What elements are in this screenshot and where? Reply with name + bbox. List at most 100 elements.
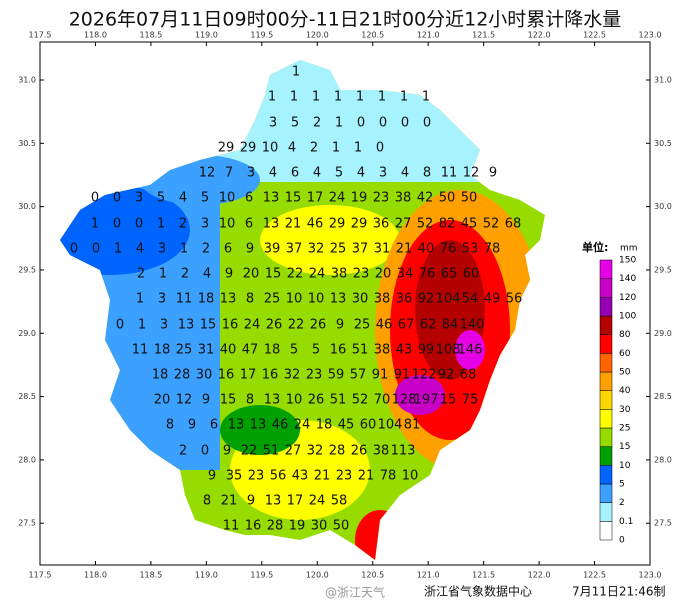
station-value: 15 [200, 318, 217, 333]
station-value: 12 [463, 166, 480, 181]
station-value: 21 [285, 217, 302, 232]
station-value: 78 [484, 242, 501, 257]
station-value: 8 [203, 494, 211, 509]
x-tick-label: 123.0 [639, 571, 662, 580]
station-value: 104 [378, 418, 403, 433]
station-value: 13 [263, 217, 280, 232]
station-value: 52 [417, 217, 434, 232]
station-value: 12 [199, 166, 216, 181]
x-tick-label: 120.0 [306, 571, 329, 580]
station-value: 0 [379, 116, 387, 131]
station-value: 42 [417, 191, 434, 206]
station-value: 6 [291, 166, 299, 181]
station-value: 17 [240, 368, 257, 383]
station-value: 59 [328, 368, 345, 383]
station-value: 3 [135, 191, 143, 206]
station-value: 0 [376, 141, 384, 156]
station-value: 16 [262, 368, 279, 383]
station-value: 15 [265, 267, 282, 282]
station-value: 5 [291, 116, 299, 131]
station-value: 68 [505, 217, 522, 232]
legend-swatch [599, 446, 613, 466]
legend-label: 0 [619, 536, 625, 546]
x-tick-label: 119.5 [250, 571, 273, 580]
station-value: 29 [240, 141, 257, 156]
station-value: 30 [311, 519, 328, 534]
station-value: 21 [221, 494, 238, 509]
station-value: 4 [203, 267, 211, 282]
station-value: 45 [338, 418, 355, 433]
station-value: 21 [396, 242, 413, 257]
station-value: 128 [392, 393, 417, 408]
station-value: 51 [330, 393, 347, 408]
station-value: 26 [351, 444, 368, 459]
station-value: 16 [330, 343, 347, 358]
station-value: 25 [176, 343, 193, 358]
y-tick-label: 28.0 [654, 455, 672, 464]
station-value: 26 [308, 393, 325, 408]
station-value: 5 [312, 343, 320, 358]
x-tick-label: 122.5 [583, 571, 606, 580]
legend-swatch [599, 315, 613, 335]
station-value: 70 [374, 393, 391, 408]
station-value: 23 [248, 469, 265, 484]
station-value: 9 [489, 166, 497, 181]
station-value: 28 [174, 368, 191, 383]
legend-swatch [599, 409, 613, 429]
station-value: 4 [288, 141, 296, 156]
station-value: 3 [158, 292, 166, 307]
legend-unit: mm [620, 244, 638, 254]
y-tick-label: 29.0 [654, 329, 672, 338]
station-value: 5 [157, 191, 165, 206]
station-value: 8 [423, 166, 431, 181]
legend-label: 15 [619, 442, 630, 452]
station-value: 46 [376, 318, 393, 333]
y-tick-label: 28.0 [18, 455, 36, 464]
station-value: 20 [375, 267, 392, 282]
station-value: 2 [310, 141, 318, 156]
station-value: 3 [269, 116, 277, 131]
station-value: 50 [461, 191, 478, 206]
station-value: 35 [226, 469, 243, 484]
station-value: 5 [335, 166, 343, 181]
station-value: 99 [418, 343, 435, 358]
station-value: 62 [420, 318, 437, 333]
station-value: 9 [336, 318, 344, 333]
station-value: 5 [201, 191, 209, 206]
station-value: 9 [188, 418, 196, 433]
station-value: 34 [397, 267, 414, 282]
station-value: 8 [246, 292, 254, 307]
station-value: 13 [263, 191, 280, 206]
station-value: 1 [290, 90, 298, 105]
x-tick-label: 117.5 [29, 571, 52, 580]
legend-label: 5 [619, 480, 625, 490]
station-value: 13 [220, 292, 237, 307]
x-tick-label: 123.0 [639, 31, 662, 40]
station-value: 6 [245, 217, 253, 232]
station-value: 50 [439, 191, 456, 206]
station-value: 1 [332, 141, 340, 156]
station-value: 25 [264, 292, 281, 307]
legend-label: 120 [619, 293, 636, 303]
station-value: 122 [412, 368, 437, 383]
station-value: 92 [418, 292, 435, 307]
station-value: 2 [181, 267, 189, 282]
station-value: 5 [290, 343, 298, 358]
station-value: 13 [264, 393, 281, 408]
station-value: 10 [286, 393, 303, 408]
station-value: 9 [202, 393, 210, 408]
station-value: 24 [309, 267, 326, 282]
station-value: 53 [462, 242, 479, 257]
station-value: 23 [306, 368, 323, 383]
legend-swatch [599, 502, 613, 522]
y-tick-label: 28.5 [654, 392, 672, 401]
station-value: 1 [159, 267, 167, 282]
station-value: 40 [418, 242, 435, 257]
title: 2026年07月11日09时00分-11日21时00分近12小时累计降水量 [69, 9, 622, 31]
station-value: 67 [398, 318, 415, 333]
legend-swatch [599, 427, 613, 447]
station-value: 52 [483, 217, 500, 232]
station-value: 17 [307, 191, 324, 206]
station-value: 29 [351, 217, 368, 232]
